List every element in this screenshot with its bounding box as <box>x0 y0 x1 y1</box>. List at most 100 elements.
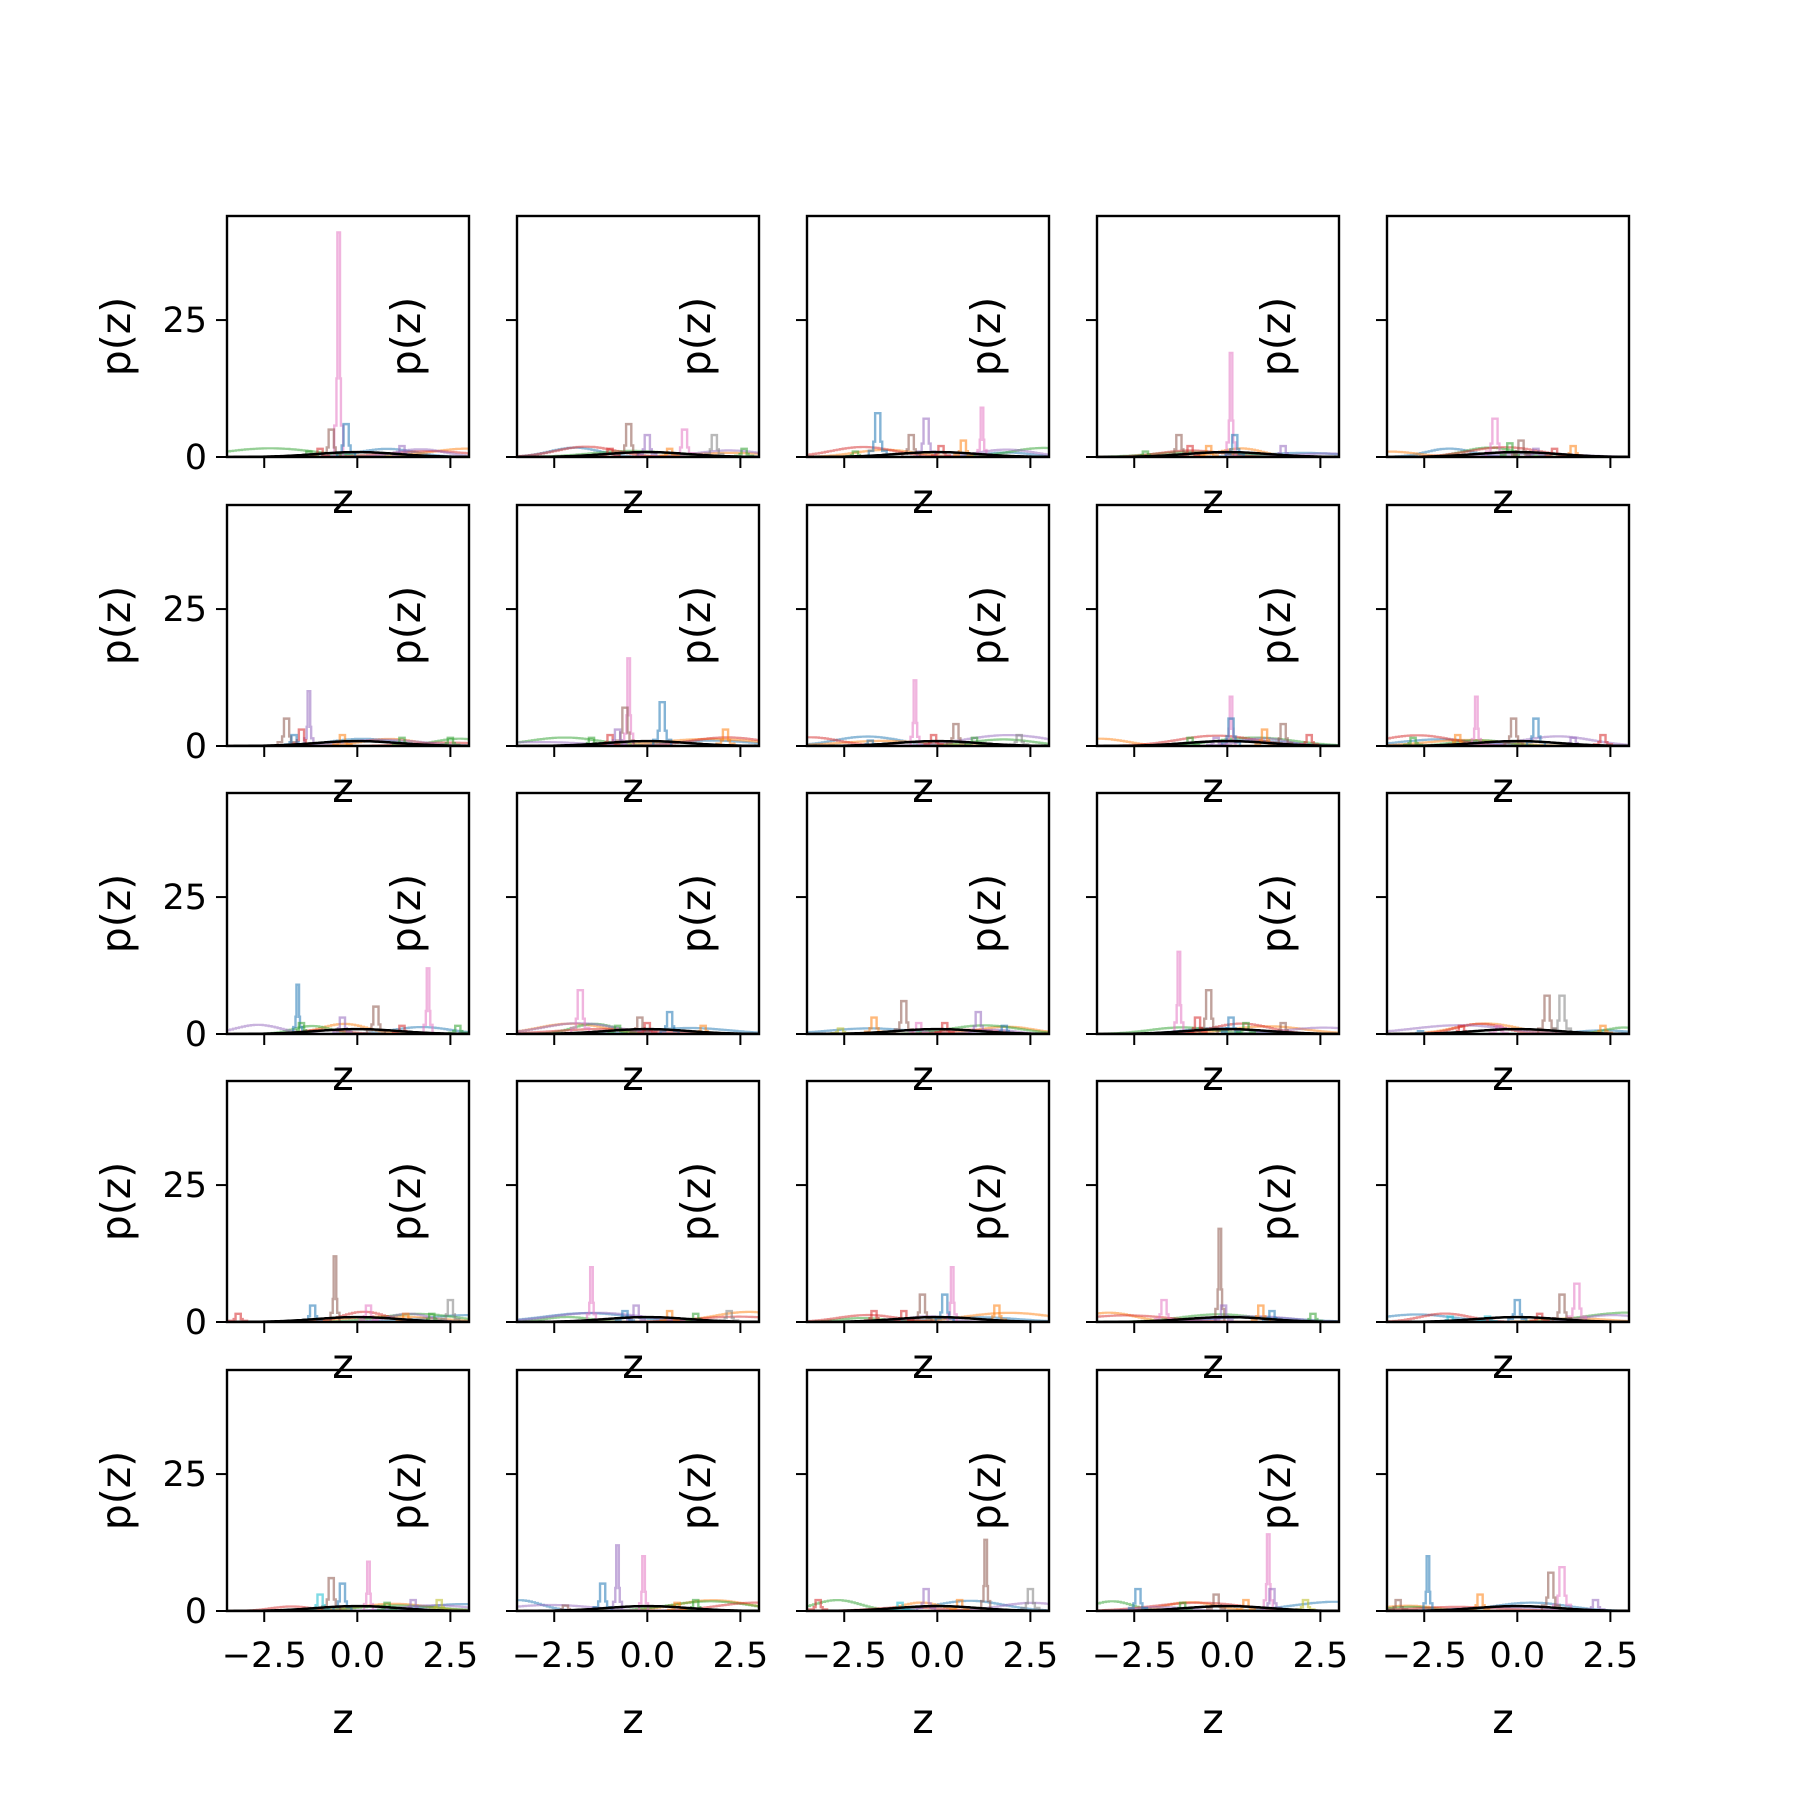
x-tick-label: −2.5 <box>1382 1636 1467 1676</box>
histogram-peak <box>1153 1298 1175 1322</box>
axes-frame <box>225 1079 471 1324</box>
x-axis-label: z <box>1202 1340 1224 1388</box>
x-axis-label: z <box>622 1695 644 1743</box>
x-axis-label: z <box>622 1052 644 1100</box>
histogram-peak <box>659 1309 680 1322</box>
y-tick-label: 25 <box>162 1166 207 1206</box>
x-tick-label: 0.0 <box>909 1636 965 1676</box>
axes-frame <box>1385 503 1631 748</box>
x-axis-label: z <box>332 764 354 812</box>
subplot-r5-c4: −2.5 0.0 2.5 p(z) z <box>962 1368 1348 1743</box>
x-axis-label: z <box>1202 475 1224 523</box>
x-axis-label: z <box>1202 764 1224 812</box>
subplot-data <box>517 1544 759 1611</box>
x-tick-label: 2.5 <box>713 1636 769 1676</box>
subplot-r3-c5: p(z) z <box>1252 791 1631 1100</box>
histogram-peak <box>611 1544 624 1611</box>
histogram-peak <box>1020 1587 1041 1611</box>
x-axis-label: z <box>332 1052 354 1100</box>
subplot-r2-c1: 0 25 p(z) z <box>92 503 471 812</box>
histogram-peak <box>953 439 974 457</box>
subplot-r5-c3: −2.5 0.0 2.5 p(z) z <box>672 1368 1058 1743</box>
histogram-peak <box>637 433 658 457</box>
x-tick-label: 2.5 <box>1583 1636 1639 1676</box>
y-axis-label: p(z) <box>672 1451 720 1531</box>
axes-frame <box>225 1368 471 1613</box>
x-axis-label: z <box>912 764 934 812</box>
y-axis-label: p(z) <box>962 297 1010 377</box>
subplot-r5-c1: −2.5 0.0 2.5 0 25 p(z) z <box>92 1368 478 1743</box>
histogram-peak <box>1213 1304 1234 1322</box>
y-axis-label: p(z) <box>1252 586 1300 666</box>
subplot-r4-c2: p(z) z <box>382 1079 761 1388</box>
y-tick-label: 0 <box>185 1592 207 1632</box>
y-tick-label: 25 <box>162 301 207 341</box>
axes-frame <box>805 1368 1051 1613</box>
x-axis-label: z <box>1202 1695 1224 1743</box>
y-axis-label: p(z) <box>382 1162 430 1242</box>
x-axis-label: z <box>1492 1340 1514 1388</box>
histogram-peak <box>332 733 353 746</box>
histogram-peak <box>1388 1598 1409 1611</box>
axes-frame <box>225 791 471 1036</box>
y-tick-label: 0 <box>185 1303 207 1343</box>
subplot-r3-c4: p(z) z <box>962 791 1341 1100</box>
axes-frame <box>805 503 1051 748</box>
subplot-r4-c5: p(z) z <box>1252 1079 1631 1388</box>
y-tick-label: 0 <box>185 438 207 478</box>
histogram-peak <box>1235 1598 1257 1611</box>
subplot-data <box>517 988 759 1034</box>
subplot-r4-c3: p(z) z <box>672 1079 1051 1388</box>
x-axis-label: z <box>912 1052 934 1100</box>
axes-frame <box>515 1079 761 1324</box>
subplot-data <box>227 1255 469 1322</box>
x-axis-label: z <box>332 1340 354 1388</box>
histogram-peak <box>637 1021 658 1034</box>
axes-frame <box>225 214 471 459</box>
histogram-peak <box>599 733 621 746</box>
subplot-data <box>1097 695 1339 746</box>
subplot-r4-c1: 0 25 p(z) z <box>92 1079 471 1388</box>
histogram-peak <box>923 733 944 746</box>
histogram-peak <box>715 728 736 746</box>
subplot-data <box>807 406 1049 457</box>
subplot-r5-c5: −2.5 0.0 2.5 p(z) z <box>1252 1368 1639 1743</box>
y-tick-label: 25 <box>162 1455 207 1495</box>
density-curve-bg <box>807 738 1049 746</box>
density-curve-bg <box>1387 450 1629 457</box>
histogram-peak <box>570 988 591 1034</box>
subplot-r2-c5: p(z) z <box>1252 503 1631 812</box>
y-axis-label: p(z) <box>1252 1162 1300 1242</box>
histogram-peak <box>333 231 345 457</box>
histogram-peak <box>1225 351 1237 457</box>
x-tick-label: −2.5 <box>222 1636 307 1676</box>
histogram-peak <box>1206 1593 1227 1611</box>
histogram-peak <box>440 1298 461 1322</box>
y-axis-label: p(z) <box>92 1451 140 1531</box>
subplot-data <box>1387 417 1629 457</box>
subplot-data <box>807 1266 1049 1322</box>
subplot-r1-c2: p(z) z <box>382 214 761 523</box>
histogram-peak <box>1224 433 1245 457</box>
subplot-r2-c2: p(z) z <box>382 503 761 812</box>
histogram-peak <box>303 690 315 746</box>
subplot-r5-c2: −2.5 0.0 2.5 p(z) z <box>382 1368 769 1743</box>
histogram-peak <box>1507 1298 1528 1322</box>
axes-frame <box>1095 791 1341 1036</box>
histogram-peak <box>1540 1571 1561 1611</box>
y-axis-label: p(z) <box>1252 297 1300 377</box>
histogram-peak <box>1214 1227 1226 1322</box>
histogram-peak <box>976 406 988 457</box>
histogram-peak <box>949 1598 970 1611</box>
axes-frame <box>805 1079 1051 1324</box>
axes-frame <box>805 214 1051 459</box>
y-axis-label: p(z) <box>92 874 140 954</box>
subplot-r4-c4: p(z) z <box>962 1079 1341 1388</box>
histogram-peak <box>1422 1555 1434 1611</box>
subplot-r2-c3: p(z) z <box>672 503 1051 812</box>
histogram-peak <box>893 1309 914 1322</box>
subplot-data <box>227 231 469 457</box>
y-axis-label: p(z) <box>672 586 720 666</box>
axes-frame <box>1385 1079 1631 1324</box>
histogram-peak <box>909 679 921 746</box>
